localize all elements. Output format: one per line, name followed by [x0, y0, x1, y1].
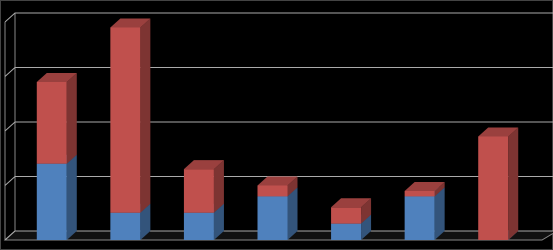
grid-line [4, 176, 553, 186]
bar-side [434, 187, 445, 240]
bar-front [257, 185, 288, 197]
bar-front [36, 163, 67, 240]
bar-top [36, 72, 77, 82]
bar-side [213, 203, 224, 240]
bar-top [183, 160, 224, 170]
bar-front [257, 196, 288, 240]
bar-front [183, 169, 214, 213]
bar-front [404, 196, 435, 240]
grid-line [4, 121, 553, 132]
bar-side [66, 72, 77, 164]
bar-front [404, 190, 435, 197]
bar-front [110, 212, 141, 240]
bar-side [434, 181, 445, 197]
bar-side [140, 18, 151, 213]
grid-line [4, 67, 553, 77]
bar-front [110, 27, 141, 213]
bar-top [478, 127, 519, 137]
bar-side [213, 160, 224, 213]
bar-top [257, 176, 298, 186]
bar-front [183, 212, 214, 240]
bar-front [331, 207, 362, 224]
bar-top [110, 18, 151, 28]
bar-front [331, 223, 362, 240]
grid-line [4, 230, 553, 241]
bar-side [361, 214, 372, 240]
bar-side [287, 176, 298, 197]
bar-side [287, 187, 298, 240]
bar-side [361, 198, 372, 224]
bar-side [508, 127, 519, 240]
bar-front [36, 81, 67, 164]
bar-top [404, 181, 445, 191]
grid-line [4, 12, 553, 23]
bar-top [331, 198, 372, 208]
bar-front [478, 136, 509, 240]
bar-side [66, 154, 77, 240]
bar-side [140, 203, 151, 240]
